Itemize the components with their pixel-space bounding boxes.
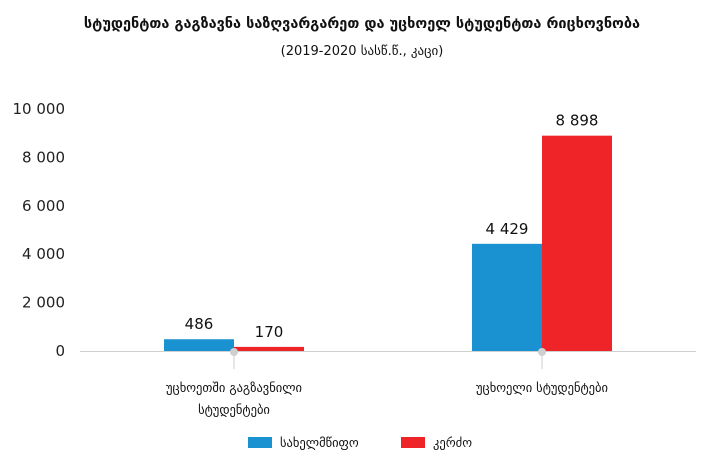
bar [164, 339, 234, 351]
chart-subtitle: (2019-2020 სასწ.წ., კაცი) [281, 44, 444, 59]
bar [234, 346, 304, 351]
chart-title: სტუდენტთა გაგზავნა საზღვარგარეთ და უცხოე… [84, 16, 640, 32]
y-tick-label: 6 000 [22, 197, 65, 215]
y-tick-label: 10 000 [13, 100, 66, 118]
data-label: 170 [255, 323, 284, 341]
legend-label: სახელმწიფო [280, 435, 359, 450]
x-tick-marker [538, 348, 546, 356]
legend: სახელმწიფო კერძო [248, 435, 472, 450]
legend-swatch [401, 437, 425, 448]
x-category-label: უცხოელი სტუდენტები [476, 380, 608, 395]
data-label: 486 [185, 315, 214, 333]
data-label: 8 898 [556, 112, 599, 130]
bar [542, 135, 612, 351]
axes: 0 2 000 4 000 6 000 8 000 10 000 უცხოეთში გაგზ… [13, 100, 696, 417]
legend-swatch [248, 437, 272, 448]
x-tick-marker [230, 348, 238, 356]
y-tick-label: 4 000 [22, 245, 65, 263]
x-category-label: უცხოეთში გაგზავნილი [166, 380, 302, 395]
data-label: 4 429 [486, 220, 529, 238]
y-tick-label: 8 000 [22, 148, 65, 166]
x-category-label: სტუდენტები [198, 402, 270, 417]
y-tick-label: 0 [55, 342, 65, 360]
bar [472, 243, 542, 351]
legend-label: კერძო [433, 435, 472, 450]
bars: 486 170 4 429 8 898 [164, 112, 612, 356]
y-tick-label: 2 000 [22, 294, 65, 312]
